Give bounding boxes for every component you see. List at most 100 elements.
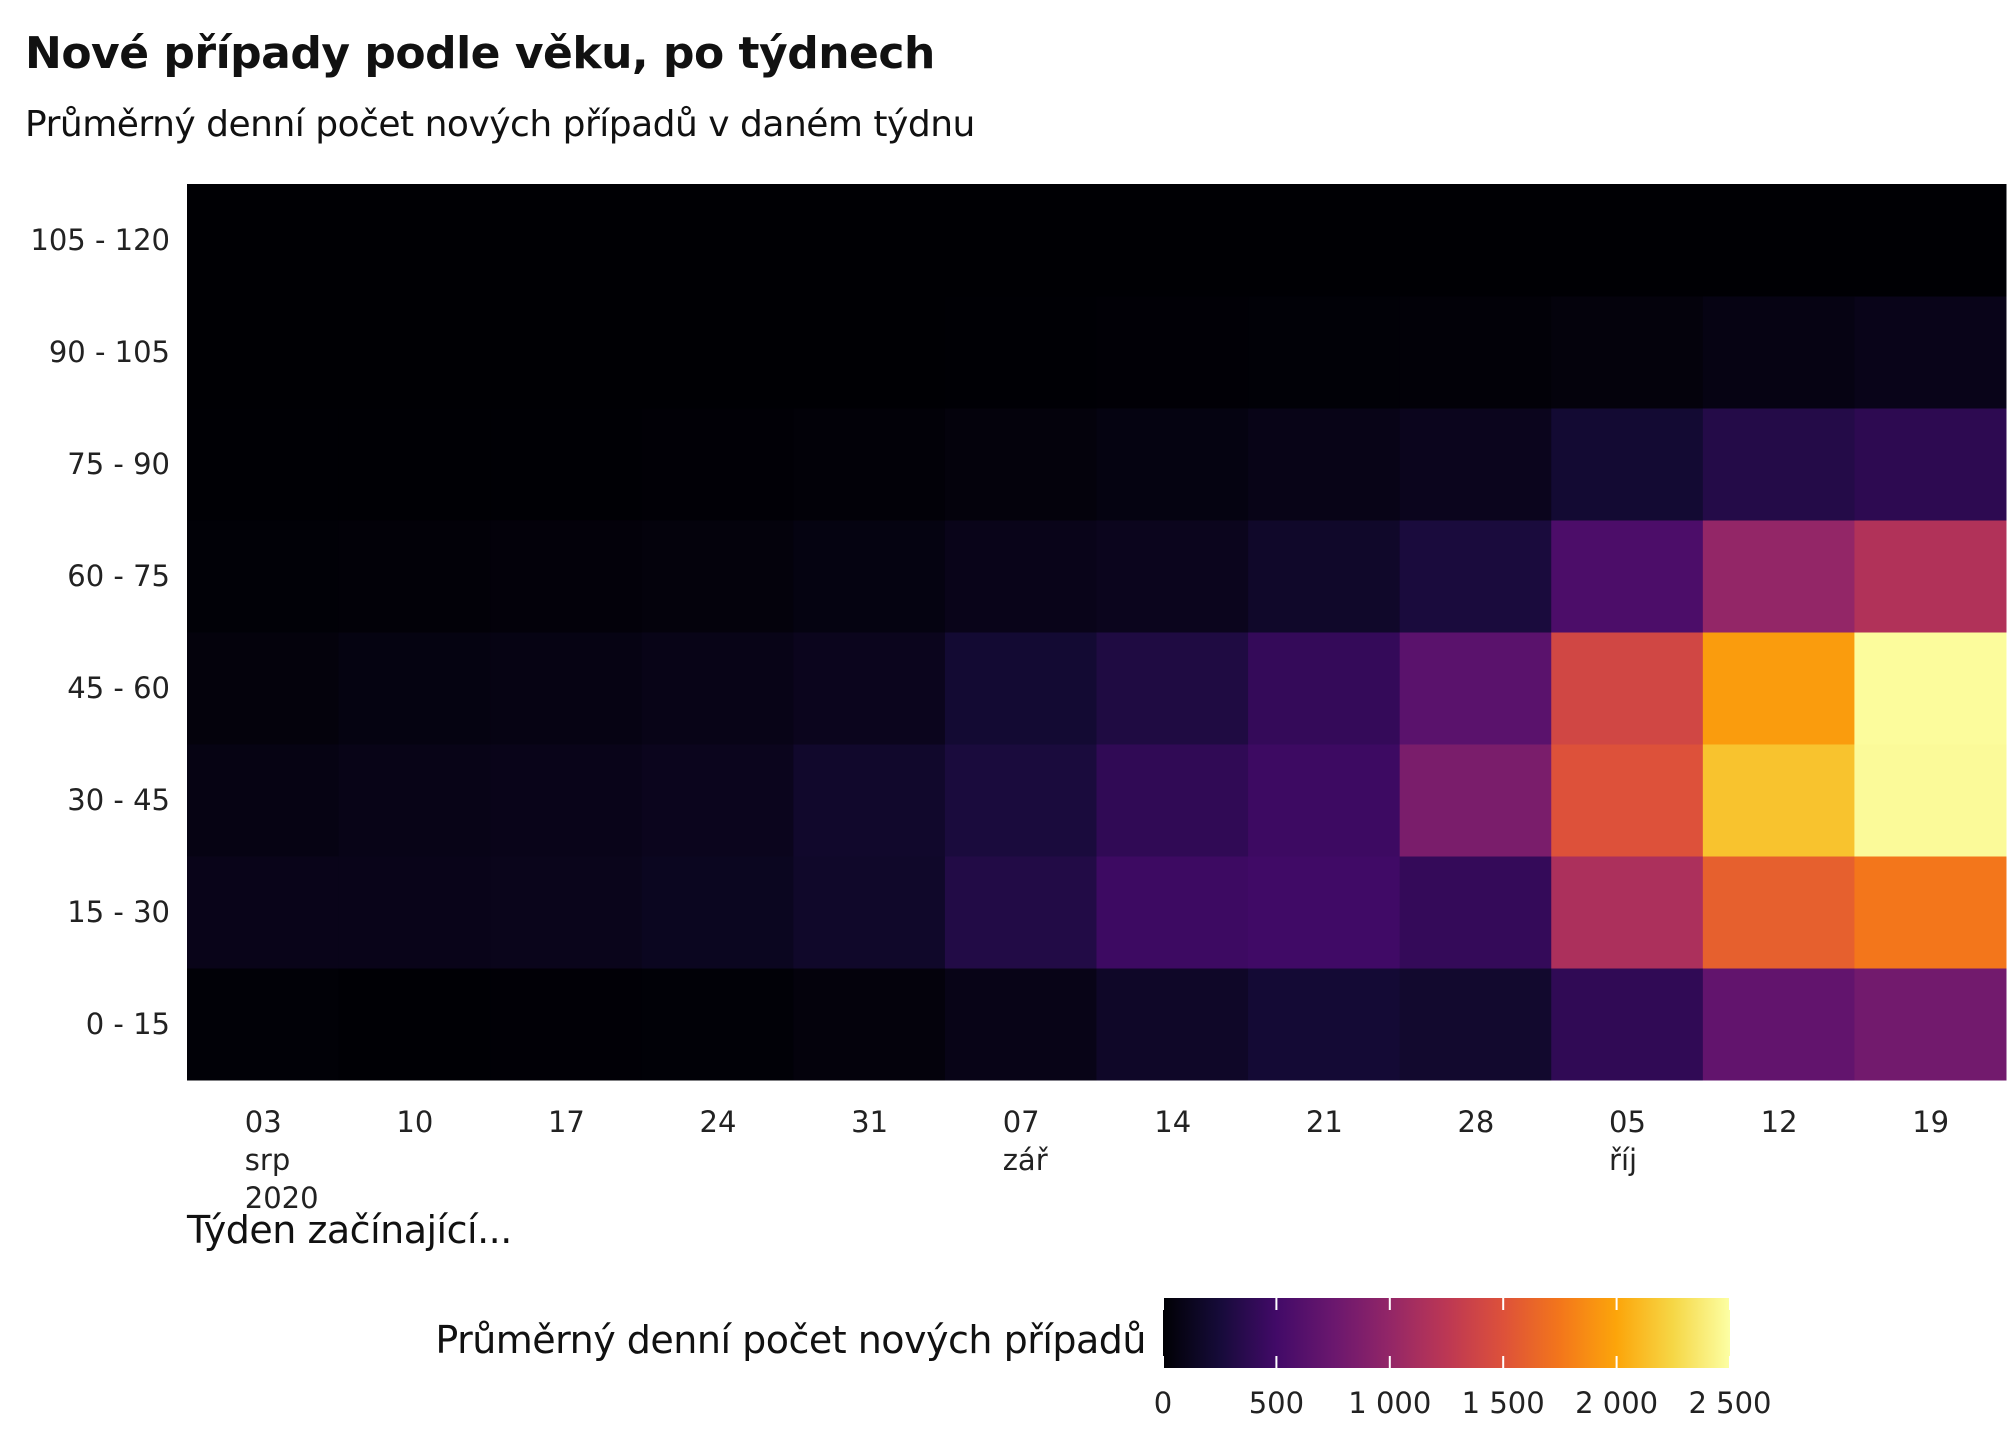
y-tick-label: 90 - 105 bbox=[49, 335, 170, 369]
x-tick-label: 05 říj bbox=[1609, 1105, 1646, 1177]
heatmap-cell bbox=[338, 408, 491, 521]
heatmap-cell bbox=[1096, 968, 1249, 1081]
heatmap-cell bbox=[793, 296, 946, 409]
heatmap-cell bbox=[1399, 632, 1552, 745]
heatmap-cell bbox=[641, 744, 794, 857]
heatmap-cell bbox=[1702, 968, 1855, 1081]
heatmap-cell bbox=[1096, 632, 1249, 745]
heatmap-cell bbox=[187, 744, 340, 857]
heatmap-cell bbox=[490, 408, 643, 521]
heatmap-cell bbox=[1096, 520, 1249, 633]
heatmap-cell bbox=[1702, 296, 1855, 409]
color-legend-bar bbox=[1163, 1298, 1730, 1368]
heatmap-cell bbox=[1551, 856, 1704, 969]
heatmap-cell bbox=[1399, 296, 1552, 409]
heatmap-cell bbox=[1248, 632, 1401, 745]
heatmap-cell bbox=[1248, 968, 1401, 1081]
heatmap-cell bbox=[187, 520, 340, 633]
x-tick-label: 14 bbox=[1154, 1105, 1191, 1139]
heatmap-cell bbox=[338, 856, 491, 969]
x-tick-label: 21 bbox=[1306, 1105, 1343, 1139]
heatmap-cell bbox=[1248, 856, 1401, 969]
x-tick-label: 28 bbox=[1457, 1105, 1494, 1139]
heatmap-cell bbox=[1399, 856, 1552, 969]
x-tick-label: 10 bbox=[396, 1105, 433, 1139]
chart-subtitle: Průměrný denní počet nových případů v da… bbox=[25, 104, 975, 145]
y-tick-label: 30 - 45 bbox=[67, 783, 170, 817]
heatmap-cell bbox=[490, 632, 643, 745]
heatmap-cell bbox=[338, 968, 491, 1081]
heatmap-cell bbox=[1702, 184, 1855, 297]
x-axis-title: Týden začínající... bbox=[187, 1208, 512, 1252]
heatmap-cell bbox=[1551, 520, 1704, 633]
y-tick-label: 0 - 15 bbox=[86, 1007, 170, 1041]
heatmap-cell bbox=[490, 968, 643, 1081]
heatmap-cell bbox=[187, 408, 340, 521]
heatmap-cell bbox=[338, 184, 491, 297]
heatmap-cell bbox=[1248, 520, 1401, 633]
heatmap-cell bbox=[1854, 632, 2007, 745]
heatmap-cell bbox=[641, 856, 794, 969]
heatmap-cell bbox=[793, 184, 946, 297]
y-axis-ticks: 0 - 15 15 - 30 30 - 45 45 - 60 60 - 75 75 - 9… bbox=[30, 223, 170, 1041]
heatmap-cell bbox=[1854, 968, 2007, 1081]
x-tick-label: 07 zář bbox=[1003, 1105, 1049, 1177]
heatmap-cell bbox=[793, 856, 946, 969]
x-tick-label: 19 bbox=[1912, 1105, 1949, 1139]
heatmap-cell bbox=[1854, 744, 2007, 857]
chart-title: Nové případy podle věku, po týdnech bbox=[25, 28, 935, 79]
heatmap-cell bbox=[641, 184, 794, 297]
heatmap-cell bbox=[1248, 744, 1401, 857]
heatmap-cell bbox=[1551, 184, 1704, 297]
heatmap-cell bbox=[641, 968, 794, 1081]
heatmap-cell bbox=[490, 296, 643, 409]
heatmap-cell bbox=[1096, 296, 1249, 409]
heatmap-cell bbox=[1702, 408, 1855, 521]
heatmap-cell bbox=[1551, 744, 1704, 857]
heatmap-cell bbox=[1096, 856, 1249, 969]
heatmap-cell bbox=[641, 632, 794, 745]
heatmap-cell bbox=[1248, 408, 1401, 521]
y-tick-label: 60 - 75 bbox=[67, 559, 170, 593]
y-tick-label: 75 - 90 bbox=[67, 447, 170, 481]
y-tick-label: 105 - 120 bbox=[30, 223, 170, 257]
heatmap-cell bbox=[793, 520, 946, 633]
heatmap-cell bbox=[944, 968, 1097, 1081]
x-tick-label: 17 bbox=[548, 1105, 585, 1139]
heatmap-cell bbox=[1399, 408, 1552, 521]
heatmap-cell bbox=[1399, 968, 1552, 1081]
heatmap-cell bbox=[338, 296, 491, 409]
heatmap-cell bbox=[641, 520, 794, 633]
heatmap-cell bbox=[1854, 296, 2007, 409]
heatmap-cell bbox=[490, 184, 643, 297]
heatmap-cell bbox=[944, 184, 1097, 297]
heatmap-cell bbox=[1096, 184, 1249, 297]
heatmap-cell bbox=[793, 744, 946, 857]
heatmap-cell bbox=[490, 856, 643, 969]
y-tick-label: 15 - 30 bbox=[67, 895, 170, 929]
heatmap-cell bbox=[490, 520, 643, 633]
heatmap-cell bbox=[338, 632, 491, 745]
y-tick-label: 45 - 60 bbox=[67, 671, 170, 705]
heatmap-cell bbox=[1551, 296, 1704, 409]
heatmap-cell bbox=[1248, 184, 1401, 297]
heatmap-cell bbox=[793, 408, 946, 521]
heatmap-cell bbox=[187, 632, 340, 745]
heatmap-cell bbox=[338, 744, 491, 857]
heatmap-cell bbox=[793, 968, 946, 1081]
heatmap-cell bbox=[187, 856, 340, 969]
heatmap-cell bbox=[1854, 520, 2007, 633]
heatmap-cell bbox=[641, 296, 794, 409]
x-tick-label: 31 bbox=[851, 1105, 888, 1139]
heatmap-cell bbox=[944, 744, 1097, 857]
heatmap-cell bbox=[944, 632, 1097, 745]
heatmap-cell bbox=[1702, 744, 1855, 857]
heatmap-cell bbox=[1854, 408, 2007, 521]
x-tick-label: 12 bbox=[1761, 1105, 1798, 1139]
heatmap-cell bbox=[1702, 520, 1855, 633]
heatmap-cell bbox=[944, 296, 1097, 409]
x-tick-label: 24 bbox=[700, 1105, 737, 1139]
heatmap-cell bbox=[944, 520, 1097, 633]
heatmap-cell bbox=[1854, 856, 2007, 969]
heatmap-cell bbox=[1096, 408, 1249, 521]
